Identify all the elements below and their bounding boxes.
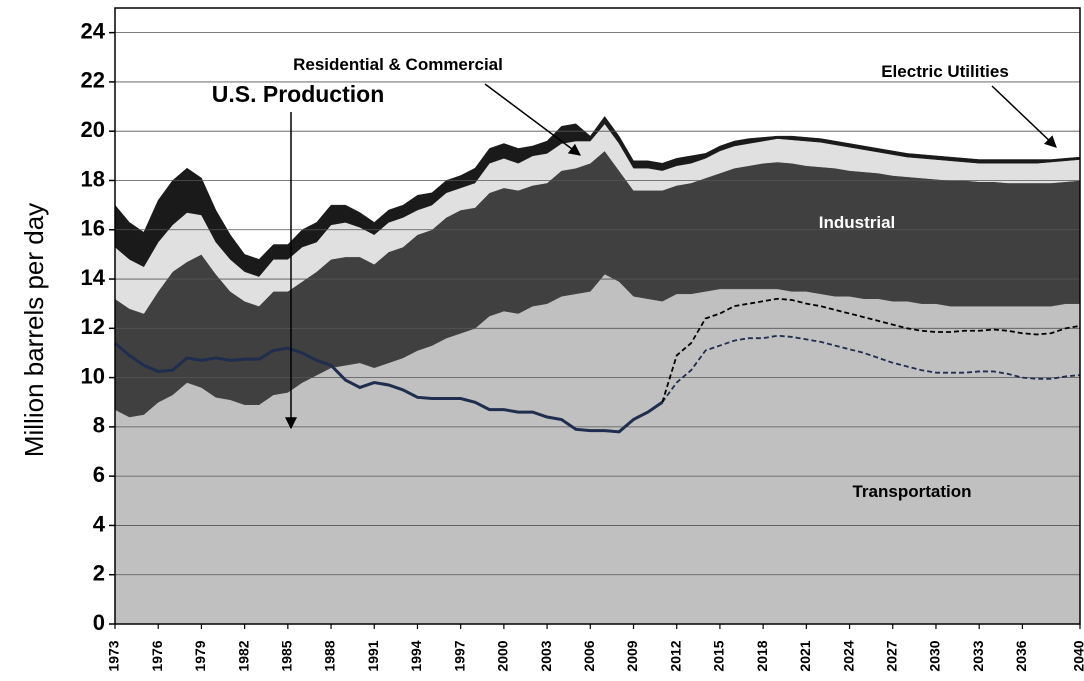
x-tick-label: 2027 [883,640,899,671]
y-tick-label: 8 [93,413,105,438]
annotation: U.S. Production [212,81,385,107]
x-tick-label: 2040 [1071,640,1084,671]
x-tick-label: 2006 [581,640,597,671]
y-tick-label: 20 [81,117,105,142]
y-tick-label: 10 [81,363,105,388]
y-tick-label: 12 [81,314,105,339]
y-tick-label: 16 [81,216,105,241]
x-tick-label: 1997 [451,640,467,671]
y-tick-label: 2 [93,561,105,586]
plot-frame [114,7,1081,625]
x-tick-label: 2015 [711,640,727,671]
x-tick-label: 2024 [840,640,856,671]
y-tick-label: 18 [81,166,105,191]
line [661,334,1081,403]
x-tick-label: 1988 [322,640,338,671]
y-tick-label: 0 [93,610,105,635]
area-label: Industrial [819,213,896,232]
x-tick-label: 2003 [538,640,554,671]
x-tick-label: 2009 [624,640,640,671]
y-tick-label: 4 [93,511,106,536]
line [114,341,664,434]
y-tick-label: 14 [81,265,106,290]
x-tick-label: 2021 [797,640,813,671]
x-tick-label: 2018 [754,640,770,671]
x-tick-label: 1982 [235,640,251,671]
x-tick-label: 1976 [149,640,165,671]
y-tick-label: 22 [81,68,105,93]
annotation: Residential & Commercial [293,55,503,74]
x-tick-label: 2000 [495,640,511,671]
x-tick-label: 1985 [279,640,295,671]
x-tick-label: 2036 [1013,640,1029,671]
line [661,297,1081,403]
x-tick-label: 1973 [106,640,122,671]
annotation: Electric Utilities [881,62,1009,81]
annotation-arrow [991,85,1057,148]
y-tick-label: 6 [93,462,105,487]
x-tick-label: 2033 [970,640,986,671]
annotation-arrow [484,83,581,156]
x-tick-label: 2030 [927,640,943,671]
y-axis-label: Million barrels per day [19,203,49,457]
x-tick-label: 2012 [667,640,683,671]
area-label: Transportation [852,482,971,501]
x-tick-label: 1994 [408,640,424,671]
x-tick-label: 1991 [365,640,381,671]
y-tick-label: 24 [81,18,106,43]
x-tick-label: 1979 [192,640,208,671]
